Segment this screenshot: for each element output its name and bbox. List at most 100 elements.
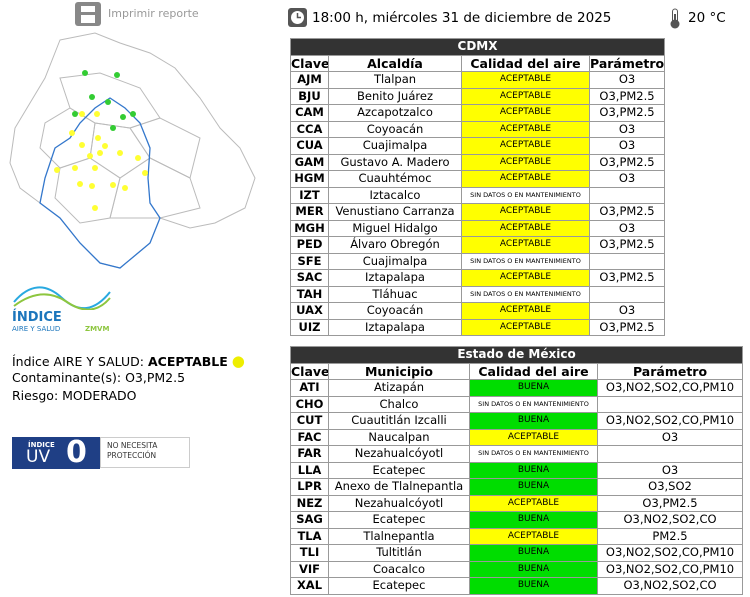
air-quality: ACEPTABLE [461,137,590,155]
clock-icon [288,8,307,27]
station-code: SAG [290,511,329,529]
station-name: Miguel Hidalgo [328,219,462,237]
station-code: AJM [290,71,329,89]
station-code: LLA [290,461,329,479]
parameters: O3,NO2,SO2,CO,PM10 [596,560,744,578]
parameters: O3 [588,120,666,138]
station-code: NEZ [290,494,329,512]
station-code: SAC [290,269,329,287]
station-row: CUA Cuajimalpa ACEPTABLE O3 [290,137,666,155]
parameters: O3,PM2.5 [596,494,744,512]
station-code: PED [290,236,329,254]
station-name: Ecatepec [328,461,470,479]
air-quality: BUENA [469,412,598,430]
table-title: Estado de México [289,346,744,364]
station-row: SAG Ecatepec BUENA O3,NO2,SO2,CO [290,511,744,529]
parameters: O3,NO2,SO2,CO,PM10 [596,379,744,397]
station-row: TLI Tultitlán BUENA O3,NO2,SO2,CO,PM10 [290,544,744,562]
parameters: O3,PM2.5 [588,203,666,221]
risk-line: Riesgo: MODERADO [12,388,136,403]
station-row: MER Venustiano Carranza ACEPTABLE O3,PM2.5 [290,203,666,221]
station-name: Benito Juárez [328,87,462,105]
air-quality: ACEPTABLE [469,428,598,446]
column-header: Clave [290,362,329,380]
station-code: GAM [290,153,329,171]
parameters: O3,PM2.5 [588,87,666,105]
logo-brand: ZMVM [85,325,110,333]
air-quality: ACEPTABLE [461,104,590,122]
station-row: CUT Cuautitlán Izcalli BUENA O3,NO2,SO2,CO,… [290,412,744,430]
air-quality: SIN DATOS O EN MANTENIMIENTO [461,285,590,303]
parameters: O3,PM2.5 [588,318,666,336]
station-row: MGH Miguel Hidalgo ACEPTABLE O3 [290,219,666,237]
air-quality: BUENA [469,577,598,595]
print-icon[interactable] [75,2,101,26]
station-code: XAL [290,577,329,595]
air-quality: SIN DATOS O EN MANTENIMIENTO [461,186,590,204]
station-row: SAC Iztapalapa ACEPTABLE O3,PM2.5 [290,269,666,287]
station-name: Gustavo A. Madero [328,153,462,171]
parameters: O3,NO2,SO2,CO,PM10 [596,544,744,562]
uv-label: UV [26,447,51,467]
station-name: Tláhuac [328,285,462,303]
station-name: Atizapán [328,379,470,397]
air-quality: BUENA [469,478,598,496]
station-name: Álvaro Obregón [328,236,462,254]
air-quality: ACEPTABLE [461,318,590,336]
print-label[interactable]: Imprimir reporte [108,7,199,20]
parameters: O3,SO2 [596,478,744,496]
station-code: TLA [290,527,329,545]
station-name: Tlalnepantla [328,527,470,545]
station-name: Azcapotzalco [328,104,462,122]
parameters: O3,NO2,SO2,CO,PM10 [596,412,744,430]
data-table: Estado de México Clave Municipio Calidad de… [289,346,744,595]
station-code: VIF [290,560,329,578]
station-name: Tlalpan [328,71,462,89]
station-row: GAM Gustavo A. Madero ACEPTABLE O3,PM2.5 [290,153,666,171]
air-quality: ACEPTABLE [461,203,590,221]
station-code: SFE [290,252,329,270]
air-quality: SIN DATOS O EN MANTENIMIENTO [469,445,598,463]
parameters [596,445,744,463]
parameters: O3 [588,137,666,155]
station-row: PED Álvaro Obregón ACEPTABLE O3,PM2.5 [290,236,666,254]
air-quality: ACEPTABLE [461,302,590,320]
parameters [588,285,666,303]
station-name: Coyoacán [328,120,462,138]
air-quality: BUENA [469,560,598,578]
station-code: ATI [290,379,329,397]
column-header: Municipio [328,362,470,380]
parameters: O3,PM2.5 [588,269,666,287]
air-quality: ACEPTABLE [469,494,598,512]
pollutants-line: Contaminante(s): O3,PM2.5 [12,370,185,385]
parameters: O3 [596,461,744,479]
parameters: O3 [588,170,666,188]
air-quality: ACEPTABLE [461,153,590,171]
title-row: Estado de México [289,346,744,364]
station-name: Chalco [328,395,470,413]
risk-value: MODERADO [62,388,137,403]
station-row: HGM Cuauhtémoc ACEPTABLE O3 [290,170,666,188]
air-quality: ACEPTABLE [461,120,590,138]
air-quality: BUENA [469,461,598,479]
parameters [588,252,666,270]
station-row: UAX Coyoacán ACEPTABLE O3 [290,302,666,320]
station-name: Cuauhtémoc [328,170,462,188]
parameters [596,395,744,413]
parameters: O3 [588,219,666,237]
station-code: MER [290,203,329,221]
station-name: Cuautitlán Izcalli [328,412,470,430]
station-code: HGM [290,170,329,188]
data-table: CDMX Clave Alcaldía Calidad del aire Parámet… [289,38,666,336]
station-name: Iztacalco [328,186,462,204]
station-name: Ecatepec [328,511,470,529]
station-name: Nezahualcóyotl [328,494,470,512]
header-row: Clave Alcaldía Calidad del aire Parámetro [290,54,666,72]
parameters: O3 [588,71,666,89]
column-header: Parámetro [588,54,666,72]
air-quality: ACEPTABLE [461,269,590,287]
station-code: IZT [290,186,329,204]
station-code: CAM [290,104,329,122]
station-code: CHO [290,395,329,413]
